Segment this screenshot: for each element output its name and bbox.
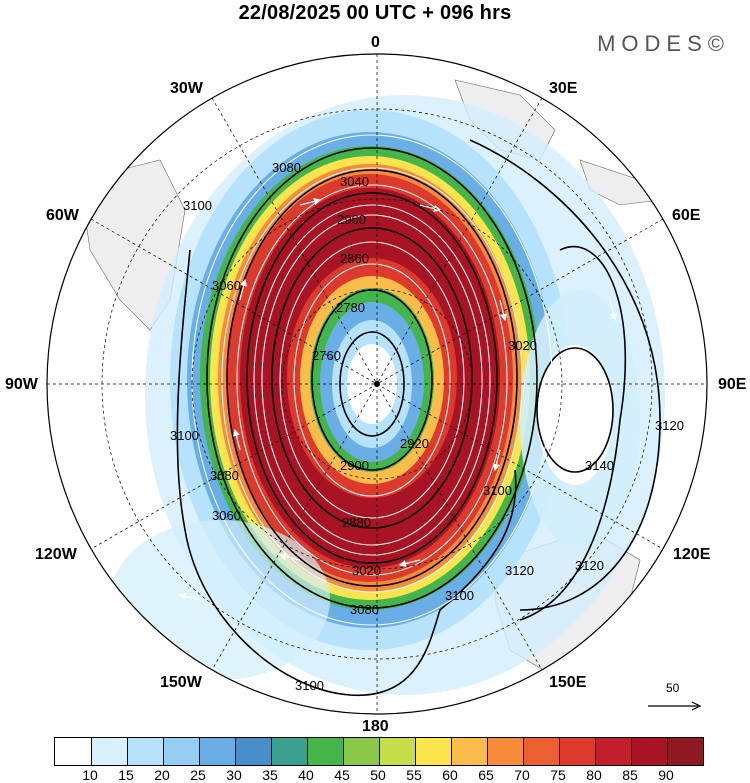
- lon-label-30w: 30W: [170, 80, 203, 97]
- lon-label-150e: 150E: [549, 674, 587, 691]
- colorbar-labels: 10 15 20 25 30 35 40 45 50 55 60 65 70 75 80 85 90: [54, 767, 702, 783]
- colorbar-swatch: [667, 738, 703, 765]
- contour-label: 2900: [340, 458, 369, 473]
- colorbar: [54, 737, 704, 766]
- colorbar-label: 75: [550, 767, 566, 783]
- brand-logo: MODES©: [597, 31, 730, 56]
- colorbar-swatch: [199, 738, 235, 765]
- contour-label: 3060: [212, 508, 241, 523]
- colorbar-label: 20: [154, 767, 170, 783]
- contour-label: 2960: [337, 212, 366, 227]
- colorbar-swatch: [55, 738, 91, 765]
- colorbar-swatch: [631, 738, 667, 765]
- colorbar-label: 90: [658, 767, 674, 783]
- colorbar-label: 45: [334, 767, 350, 783]
- colorbar-label: 30: [226, 767, 242, 783]
- colorbar-label: 65: [478, 767, 494, 783]
- lon-label-150w: 150W: [160, 674, 202, 691]
- colorbar-label: 35: [262, 767, 278, 783]
- contour-label: 2780: [336, 300, 365, 315]
- lon-label-60w: 60W: [46, 207, 79, 224]
- contour-label: 2760: [312, 348, 341, 363]
- colorbar-swatch: [271, 738, 307, 765]
- polar-map: 2780 2760 2860 2900 2960 3040 3080 3020 …: [46, 53, 708, 715]
- colorbar-swatch: [235, 738, 271, 765]
- wind-streamlines: [191, 134, 553, 626]
- colorbar-swatch: [91, 738, 127, 765]
- map-boundary: [46, 53, 708, 715]
- contour-label: 3100: [170, 428, 199, 443]
- lon-label-90w: 90W: [5, 376, 38, 393]
- map-title: 22/08/2025 00 UTC + 096 hrs: [238, 2, 512, 24]
- colorbar-swatch: [487, 738, 523, 765]
- contour-label: 2920: [400, 436, 429, 451]
- contour-label: 3120: [505, 563, 534, 578]
- contour-label: 3120: [575, 558, 604, 573]
- lon-label-30e: 30E: [549, 80, 578, 97]
- streamline-arrows: [178, 197, 618, 601]
- contour-label: 3100: [445, 588, 474, 603]
- colorbar-swatch: [523, 738, 559, 765]
- colorbar-swatch: [307, 738, 343, 765]
- arrow-right-icon: [648, 701, 702, 711]
- contour-label: 3100: [295, 678, 324, 693]
- lon-label-120e: 120E: [673, 546, 711, 563]
- contour-label: 3100: [183, 198, 212, 213]
- contour-label: 2860: [340, 251, 369, 266]
- contour-label: 3080: [272, 160, 301, 175]
- contour-label: 3040: [340, 174, 369, 189]
- contour-label: 3080: [210, 468, 239, 483]
- colorbar-swatch: [415, 738, 451, 765]
- colorbar-swatch: [343, 738, 379, 765]
- contour-labels: 2780 2760 2860 2900 2960 3040 3080 3020 …: [170, 160, 684, 693]
- colorbar-label: 80: [586, 767, 602, 783]
- colorbar-label: 70: [514, 767, 530, 783]
- lon-label-60e: 60E: [672, 207, 701, 224]
- colorbar-label: 60: [442, 767, 458, 783]
- colorbar-label: 15: [118, 767, 134, 783]
- colorbar-swatch: [595, 738, 631, 765]
- colorbar-label: 85: [622, 767, 638, 783]
- contour-label: 3100: [483, 483, 512, 498]
- colorbar-label: 40: [298, 767, 314, 783]
- lon-label-0: 0: [371, 34, 380, 51]
- lon-label-90e: 90E: [718, 376, 747, 393]
- lon-label-120w: 120W: [35, 546, 77, 563]
- colorbar-swatch: [379, 738, 415, 765]
- colorbar-label: 25: [190, 767, 206, 783]
- contour-label: 3020: [508, 338, 537, 353]
- contour-label: 3140: [585, 458, 614, 473]
- contour-label: 3060: [212, 278, 241, 293]
- contour-label: 2880: [342, 515, 371, 530]
- colorbar-label: 50: [370, 767, 386, 783]
- colorbar-swatch: [127, 738, 163, 765]
- scale-value: 50: [666, 681, 680, 695]
- colorbar-label: 55: [406, 767, 422, 783]
- colorbar-swatch: [451, 738, 487, 765]
- colorbar-swatch: [559, 738, 595, 765]
- contour-label: 3080: [350, 602, 379, 617]
- contour-label: 3020: [352, 563, 381, 578]
- contour-label: 3120: [655, 418, 684, 433]
- height-contours: [176, 139, 661, 696]
- colorbar-swatch: [163, 738, 199, 765]
- south-pole-dot: [374, 381, 380, 387]
- lon-label-180: 180: [362, 718, 389, 735]
- colorbar-label: 10: [82, 767, 98, 783]
